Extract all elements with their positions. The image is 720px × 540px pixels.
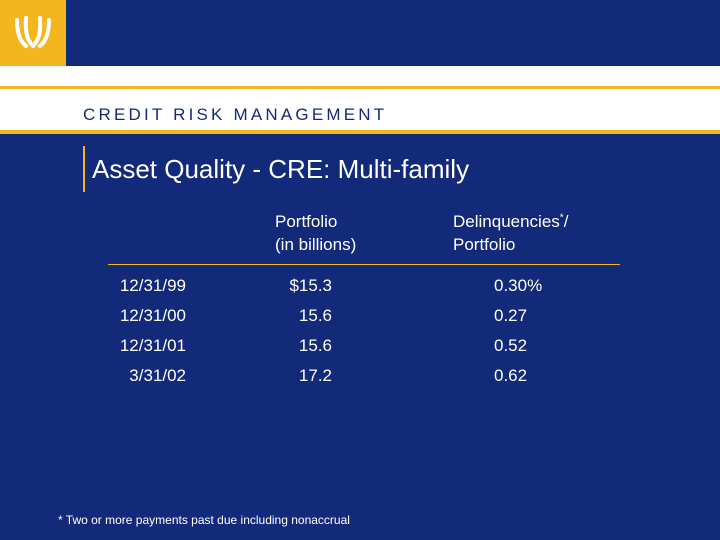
section-title: CREDIT RISK MANAGEMENT	[83, 105, 388, 124]
delinquencies-column-header: Delinquencies*/ Portfolio	[453, 210, 568, 256]
top-band	[0, 0, 720, 66]
portfolio-column-header: Portfolio (in billions)	[275, 210, 356, 256]
delinquencies-header-line1: Delinquencies*/	[453, 210, 568, 233]
portfolio-header-line2: (in billions)	[275, 235, 357, 254]
header-rule-top	[0, 86, 720, 89]
portfolio-header-line1: Portfolio	[275, 212, 338, 231]
table-row: 12/31/99 $15.3 0.30%	[0, 276, 720, 306]
footnote: * Two or more payments past due includin…	[58, 513, 350, 527]
logo	[0, 0, 66, 66]
row-date: 12/31/01	[119, 336, 186, 355]
row-date: 12/31/99	[119, 276, 186, 295]
footnote-marker: *	[559, 212, 564, 224]
table-row: 3/31/02 17.2 0.62	[0, 366, 720, 396]
row-delinquencies: 0.27	[494, 306, 528, 325]
table-row: 12/31/00 15.6 0.27	[0, 306, 720, 336]
row-delinquencies: 0.62	[494, 366, 528, 385]
row-portfolio: 15.6	[298, 306, 332, 325]
delinquencies-header-slash: /	[563, 212, 569, 231]
header-strip	[0, 66, 720, 134]
table-row: 12/31/01 15.6 0.52	[0, 336, 720, 366]
title-accent-bar	[83, 146, 85, 192]
header-rule-bottom	[0, 130, 720, 134]
page-title: Asset Quality - CRE: Multi-family	[92, 154, 470, 184]
bank-logo-icon	[15, 16, 51, 48]
row-date: 12/31/00	[119, 306, 186, 325]
delinquencies-header-line2: Portfolio	[453, 235, 516, 254]
row-delinquencies: 0.52	[494, 336, 528, 355]
row-delinquencies: 0.30%	[494, 276, 543, 295]
row-portfolio: $15.3	[289, 276, 332, 295]
delinquencies-header-text: Delinquencies	[453, 212, 560, 231]
table-header-rule	[108, 264, 620, 265]
row-portfolio: 15.6	[298, 336, 332, 355]
row-date: 3/31/02	[129, 366, 186, 385]
row-portfolio: 17.2	[298, 366, 332, 385]
